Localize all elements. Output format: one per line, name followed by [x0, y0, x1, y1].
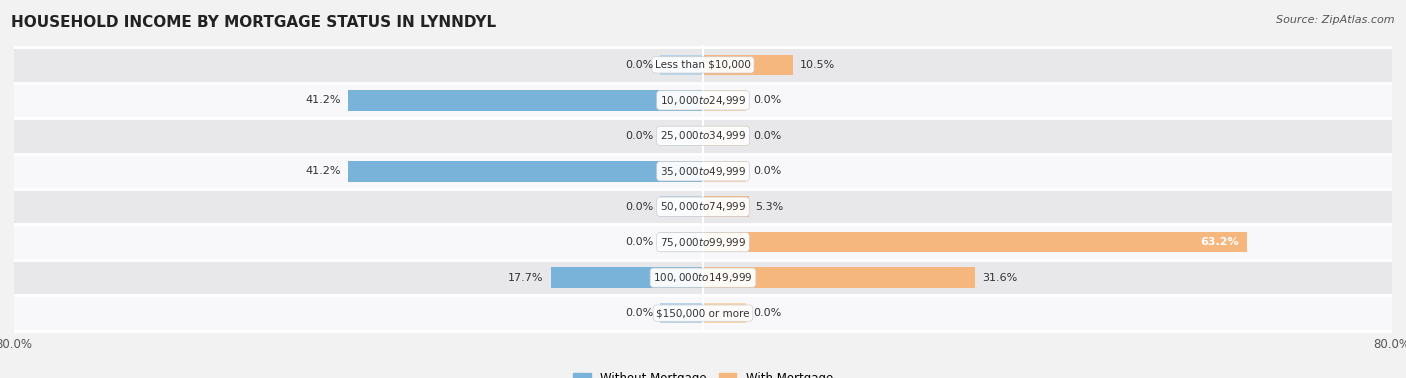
Text: 0.0%: 0.0%	[754, 95, 782, 105]
Bar	[551, 267, 703, 288]
Bar	[659, 303, 703, 324]
Bar	[14, 153, 1392, 189]
Bar	[703, 197, 748, 217]
Bar	[14, 189, 1392, 225]
Bar	[703, 303, 747, 324]
Text: 5.3%: 5.3%	[755, 202, 783, 212]
Text: 31.6%: 31.6%	[981, 273, 1018, 283]
Text: 0.0%: 0.0%	[754, 131, 782, 141]
Text: 17.7%: 17.7%	[508, 273, 544, 283]
Text: $10,000 to $24,999: $10,000 to $24,999	[659, 94, 747, 107]
Text: 0.0%: 0.0%	[624, 60, 652, 70]
Bar	[659, 197, 703, 217]
Bar	[14, 260, 1392, 295]
Text: 10.5%: 10.5%	[800, 60, 835, 70]
Bar	[703, 267, 976, 288]
Text: Less than $10,000: Less than $10,000	[655, 60, 751, 70]
Bar	[659, 125, 703, 146]
Text: 41.2%: 41.2%	[307, 166, 342, 176]
Bar	[14, 47, 1392, 83]
Text: $100,000 to $149,999: $100,000 to $149,999	[654, 271, 752, 284]
Text: 0.0%: 0.0%	[624, 237, 652, 247]
Bar	[703, 90, 747, 111]
Text: $35,000 to $49,999: $35,000 to $49,999	[659, 165, 747, 178]
Legend: Without Mortgage, With Mortgage: Without Mortgage, With Mortgage	[568, 367, 838, 378]
Text: $25,000 to $34,999: $25,000 to $34,999	[659, 129, 747, 142]
Text: $150,000 or more: $150,000 or more	[657, 308, 749, 318]
Bar	[703, 54, 793, 75]
Bar	[703, 125, 747, 146]
Bar	[703, 232, 1247, 253]
Text: 0.0%: 0.0%	[624, 308, 652, 318]
Bar	[659, 232, 703, 253]
Text: $50,000 to $74,999: $50,000 to $74,999	[659, 200, 747, 213]
Text: 0.0%: 0.0%	[754, 166, 782, 176]
Bar	[659, 54, 703, 75]
Text: 0.0%: 0.0%	[624, 131, 652, 141]
Text: 63.2%: 63.2%	[1201, 237, 1239, 247]
Text: 41.2%: 41.2%	[307, 95, 342, 105]
Bar	[349, 161, 703, 181]
Bar	[14, 225, 1392, 260]
Bar	[14, 295, 1392, 331]
Bar	[349, 90, 703, 111]
Text: 0.0%: 0.0%	[754, 308, 782, 318]
Bar	[703, 161, 747, 181]
Text: 0.0%: 0.0%	[624, 202, 652, 212]
Text: $75,000 to $99,999: $75,000 to $99,999	[659, 236, 747, 249]
Bar	[14, 118, 1392, 153]
Text: Source: ZipAtlas.com: Source: ZipAtlas.com	[1277, 15, 1395, 25]
Bar	[14, 83, 1392, 118]
Text: HOUSEHOLD INCOME BY MORTGAGE STATUS IN LYNNDYL: HOUSEHOLD INCOME BY MORTGAGE STATUS IN L…	[11, 15, 496, 30]
